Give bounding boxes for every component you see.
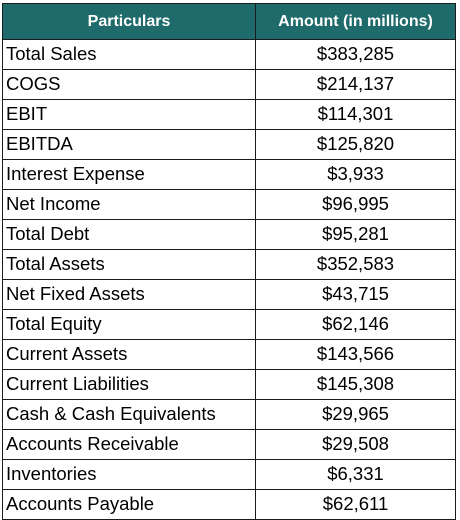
- row-label: Total Equity: [2, 309, 256, 340]
- table-body: Total Sales $383,285 COGS $214,137 EBIT …: [2, 39, 456, 520]
- row-label: Accounts Receivable: [2, 429, 256, 460]
- row-label: Total Assets: [2, 249, 256, 280]
- row-label: Current Assets: [2, 339, 256, 370]
- row-label: EBITDA: [2, 129, 256, 160]
- row-label: EBIT: [2, 99, 256, 130]
- row-label: Interest Expense: [2, 159, 256, 190]
- table-row: Total Equity $62,146: [2, 309, 456, 340]
- table-row: Total Debt $95,281: [2, 219, 456, 250]
- table-row: Cash & Cash Equivalents $29,965: [2, 399, 456, 430]
- table-row: EBIT $114,301: [2, 99, 456, 130]
- row-label: Net Income: [2, 189, 256, 220]
- row-label: Inventories: [2, 459, 256, 490]
- row-amount: $214,137: [255, 69, 456, 100]
- row-amount: $43,715: [255, 279, 456, 310]
- row-label: Cash & Cash Equivalents: [2, 399, 256, 430]
- table-row: Current Liabilities $145,308: [2, 369, 456, 400]
- row-amount: $29,508: [255, 429, 456, 460]
- table-row: Total Sales $383,285: [2, 39, 456, 70]
- row-amount: $62,611: [255, 489, 456, 520]
- table-row: Accounts Payable $62,611: [2, 489, 456, 520]
- table-row: Inventories $6,331: [2, 459, 456, 490]
- row-label: Total Debt: [2, 219, 256, 250]
- row-amount: $125,820: [255, 129, 456, 160]
- row-label: Current Liabilities: [2, 369, 256, 400]
- column-header-amount: Amount (in millions): [255, 3, 456, 40]
- table-row: EBITDA $125,820: [2, 129, 456, 160]
- row-amount: $29,965: [255, 399, 456, 430]
- row-amount: $3,933: [255, 159, 456, 190]
- row-label: Accounts Payable: [2, 489, 256, 520]
- row-label: Total Sales: [2, 39, 256, 70]
- row-amount: $383,285: [255, 39, 456, 70]
- table-row: Net Fixed Assets $43,715: [2, 279, 456, 310]
- table-row: Net Income $96,995: [2, 189, 456, 220]
- row-amount: $6,331: [255, 459, 456, 490]
- row-amount: $143,566: [255, 339, 456, 370]
- table-row: Interest Expense $3,933: [2, 159, 456, 190]
- table-row: Current Assets $143,566: [2, 339, 456, 370]
- row-label: COGS: [2, 69, 256, 100]
- table-row: COGS $214,137: [2, 69, 456, 100]
- row-label: Net Fixed Assets: [2, 279, 256, 310]
- row-amount: $96,995: [255, 189, 456, 220]
- financial-table-container: Particulars Amount (in millions) Total S…: [2, 3, 456, 520]
- row-amount: $145,308: [255, 369, 456, 400]
- row-amount: $114,301: [255, 99, 456, 130]
- column-header-particulars: Particulars: [2, 3, 256, 40]
- row-amount: $62,146: [255, 309, 456, 340]
- row-amount: $95,281: [255, 219, 456, 250]
- table-row: Total Assets $352,583: [2, 249, 456, 280]
- table-header-row: Particulars Amount (in millions): [2, 3, 456, 40]
- table-row: Accounts Receivable $29,508: [2, 429, 456, 460]
- row-amount: $352,583: [255, 249, 456, 280]
- financial-table: Particulars Amount (in millions) Total S…: [2, 3, 456, 520]
